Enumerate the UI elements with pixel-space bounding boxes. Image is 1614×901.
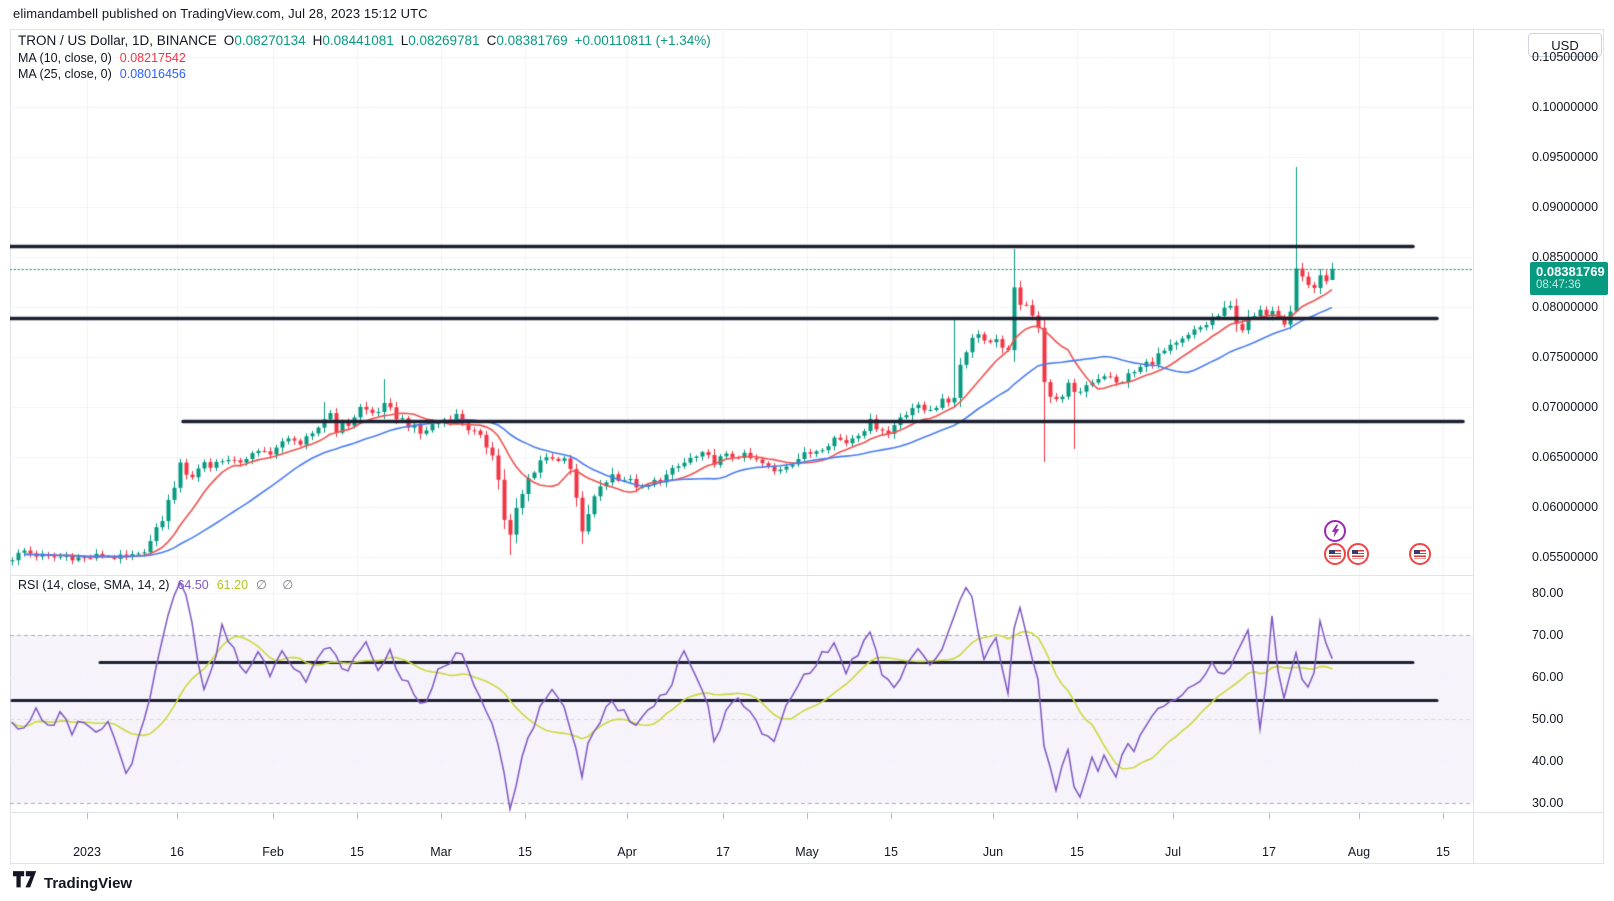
rsi-axis-label: 70.00 [1532,628,1564,642]
time-axis-label: 16 [170,845,184,859]
price-axis-label: 0.06000000 [1532,500,1599,514]
time-axis-label: 15 [518,845,532,859]
time-axis-tickmark [525,813,526,819]
symbol-legend: TRON / US Dollar, 1D, BINANCE O0.08270134… [18,33,711,48]
bar-countdown: 08:47:36 [1536,279,1581,291]
high-value: 0.08441081 [322,33,394,48]
time-axis-label: 15 [1436,845,1450,859]
ma10-value: 0.08217542 [119,51,186,65]
price-axis-label: 0.09500000 [1532,150,1599,164]
time-axis-tickmark [807,813,808,819]
rsi-hidden-values: ∅ ∅ [256,578,300,592]
time-axis-label: 15 [350,845,364,859]
time-axis-label: Mar [430,845,452,859]
ma10-legend: MA (10, close, 0) 0.08217542 [18,51,186,65]
time-axis-label: 17 [1262,845,1276,859]
low-value: 0.08269781 [408,33,480,48]
time-axis-label: Aug [1347,845,1371,859]
rsi-pane-canvas[interactable] [10,576,1473,812]
event-lightning-icon[interactable] [1324,520,1346,542]
time-axis-label: Apr [617,845,637,859]
frame-bottom [10,863,1604,864]
tradingview-logo-icon [13,871,37,895]
time-axis-tickmark [357,813,358,819]
time-axis-label: Feb [262,845,284,859]
open-value: 0.08270134 [234,33,306,48]
time-axis-label: Jul [1165,845,1181,859]
event-flag-icon[interactable] [1347,543,1369,565]
ma25-legend: MA (25, close, 0) 0.08016456 [18,67,186,81]
time-axis-tickmark [177,813,178,819]
rsi-axis-label: 80.00 [1532,586,1564,600]
time-axis-tickmark [723,813,724,819]
event-flag-icon[interactable] [1324,543,1346,565]
tradingview-brand-label: TradingView [44,874,133,892]
time-axis-label: 15 [1070,845,1084,859]
time-axis-tickmark [273,813,274,819]
price-axis-label: 0.09000000 [1532,200,1599,214]
time-axis-tickmark [1359,813,1360,819]
time-axis-label: 17 [716,845,730,859]
price-axis-label: 0.10000000 [1532,100,1599,114]
price-axis-label: 0.07000000 [1532,400,1599,414]
time-axis-tickmark [891,813,892,819]
attribution-text: elimandambell published on TradingView.c… [13,6,428,21]
price-axis-label: 0.08000000 [1532,300,1599,314]
time-axis-tickmark [1077,813,1078,819]
time-axis-tickmark [441,813,442,819]
time-axis-label: 15 [884,845,898,859]
time-axis-top [10,812,1604,813]
rsi-axis-label: 50.00 [1532,712,1564,726]
time-axis-tickmark [1443,813,1444,819]
price-axis-label: 0.07500000 [1532,350,1599,364]
price-axis-label: 0.10500000 [1532,50,1599,64]
time-axis-tickmark [993,813,994,819]
time-axis-tickmark [87,813,88,819]
time-axis-tickmark [1269,813,1270,819]
time-axis-tickmark [627,813,628,819]
rsi-axis-label: 40.00 [1532,754,1564,768]
price-axis-label: 0.05500000 [1532,550,1599,564]
price-pane-canvas[interactable] [10,29,1473,575]
time-axis-label: 2023 [73,845,101,859]
current-price-badge: 0.08381769 08:47:36 [1530,262,1608,295]
event-flag-icon[interactable] [1409,543,1431,565]
time-axis-label: May [795,845,819,859]
us-flag-icon [1329,549,1341,559]
rsi-sma-value: 61.20 [216,578,249,592]
current-price: 0.08381769 [1536,264,1605,279]
symbol-title: TRON / US Dollar, 1D, BINANCE [18,33,217,48]
price-axis-separator [1473,29,1474,863]
time-axis-label: Jun [982,845,1004,859]
pane-divider [10,575,1473,576]
frame-right [1603,29,1604,863]
rsi-axis-label: 60.00 [1532,670,1564,684]
rsi-axis-label: 30.00 [1532,796,1564,810]
us-flag-icon [1352,549,1364,559]
rsi-value: 64.50 [177,578,209,592]
price-axis-label: 0.06500000 [1532,450,1599,464]
change-value: +0.00110811 (+1.34%) [574,33,711,48]
ma25-value: 0.08016456 [119,67,186,81]
currency-toggle-button[interactable]: USD [1528,33,1602,57]
time-axis-tickmark [1173,813,1174,819]
close-value: 0.08381769 [496,33,568,48]
rsi-legend: RSI (14, close, SMA, 14, 2) 64.50 61.20 ∅ ∅ [18,578,300,592]
price-axis-label: 0.08500000 [1532,250,1599,264]
tradingview-brand[interactable]: TradingView [13,871,132,895]
us-flag-icon [1414,549,1426,559]
